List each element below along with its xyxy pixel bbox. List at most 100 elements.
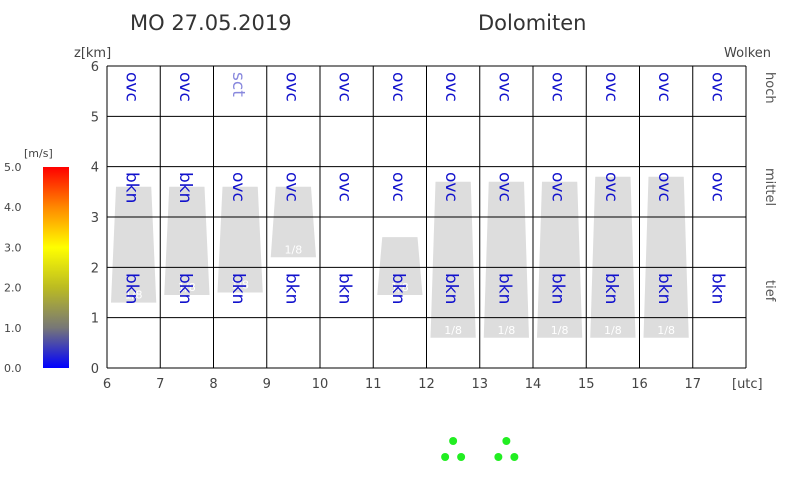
cloud-cover-label: bkn — [335, 273, 355, 304]
cloud-layer-shape — [111, 186, 157, 303]
x-tick-label: 9 — [263, 377, 271, 392]
y-tick-label: 0 — [91, 362, 99, 377]
cloud-cover-label: ovc — [228, 172, 248, 202]
right-axis-label: Wolken — [724, 46, 771, 61]
colorbar-tick-label: 4.0 — [4, 201, 22, 214]
cloud-cover-label: sct — [228, 72, 248, 97]
y-tick-label: 5 — [91, 110, 99, 125]
x-axis-unit-label: [utc] — [732, 377, 763, 392]
cloud-cover-label: bkn — [601, 273, 621, 304]
cloud-cover-label: ovc — [441, 172, 461, 202]
colorbar-tick-label: 1.0 — [4, 322, 22, 335]
rain-dot — [449, 437, 458, 445]
y-tick-label: 2 — [91, 261, 99, 276]
colorbar-tick-labels: 0.0 1.0 2.0 3.0 4.0 5.0 — [4, 161, 22, 375]
cloud-cover-label: bkn — [494, 273, 514, 304]
x-tick-label: 12 — [418, 377, 435, 392]
cloud-level-label: mittel — [762, 168, 777, 206]
cloud-cover-labels: ovc ovc sct ovc ovc ovc ovc ovc ovc ovc ovc ovc bkn b… — [122, 72, 728, 304]
cloud-cover-label: bkn — [122, 273, 142, 304]
cloud-cover-label: ovc — [388, 72, 408, 102]
colorbar-tick-label: 3.0 — [4, 241, 22, 254]
cloud-layer-fraction-label: 1/8 — [125, 289, 143, 302]
cloud-layer-fraction-label: 1/8 — [551, 324, 569, 337]
x-tick-label: 11 — [365, 377, 382, 392]
cloud-cover-label: bkn — [122, 172, 142, 203]
cloud-layer-fraction-label: 1/8 — [657, 324, 675, 337]
cloud-cover-label: ovc — [654, 172, 674, 202]
cloud-cover-label: ovc — [122, 72, 142, 102]
x-tick-label: 7 — [156, 377, 164, 392]
x-tick-label: 17 — [684, 377, 701, 392]
cloud-cover-label: ovc — [281, 72, 301, 102]
colorbar-tick-label: 5.0 — [4, 161, 22, 174]
cloud-cover-label: ovc — [175, 72, 195, 102]
cloud-cover-label: ovc — [707, 172, 727, 202]
cloud-cover-label: bkn — [441, 273, 461, 304]
rain-dot — [510, 453, 519, 461]
cloud-cover-label: ovc — [335, 172, 355, 202]
cloud-cover-label: bkn — [175, 273, 195, 304]
cloud-cover-label: ovc — [548, 172, 568, 202]
cloud-layer-fraction-label: 1/8 — [285, 243, 303, 256]
y-tick-labels: 0 1 2 3 4 5 6 — [91, 60, 99, 377]
cloud-cover-label: bkn — [175, 172, 195, 203]
cloud-cover-label: ovc — [494, 72, 514, 102]
cloud-cover-label: ovc — [388, 172, 408, 202]
cloud-layer-fraction-label: 1/8 — [391, 281, 409, 294]
cloud-layer-shape — [270, 186, 316, 258]
cloud-cover-label: ovc — [548, 72, 568, 102]
y-tick-label: 4 — [91, 161, 99, 176]
cloud-cover-label: ovc — [494, 172, 514, 202]
cloud-layer-fraction-label: 1/8 — [178, 281, 196, 294]
cloud-cover-label: ovc — [601, 72, 621, 102]
y-tick-label: 6 — [91, 60, 99, 75]
colorbar-tick-label: 2.0 — [4, 282, 22, 295]
rain-dot — [441, 453, 450, 461]
y-tick-label: 1 — [91, 312, 99, 327]
cloud-cover-label: ovc — [654, 72, 674, 102]
x-tick-label: 10 — [312, 377, 329, 392]
cloud-layer-fraction-label: 1/8 — [444, 324, 462, 337]
rain-dot — [457, 453, 466, 461]
cloud-cover-label: bkn — [654, 273, 674, 304]
rain-dot — [502, 437, 511, 445]
rain-showers-icon — [441, 437, 466, 461]
colorbar-unit-label: [m/s] — [24, 147, 53, 160]
cloud-cover-label: ovc — [601, 172, 621, 202]
cloud-layer-shape — [537, 181, 583, 338]
cloud-layer-shape — [164, 186, 210, 296]
rain-showers-icon — [494, 437, 519, 461]
x-tick-label: 13 — [471, 377, 488, 392]
cloud-cover-label: ovc — [707, 72, 727, 102]
location-title: Dolomiten — [478, 11, 586, 35]
cloud-cover-label: bkn — [281, 273, 301, 304]
cloud-layer-fraction-label: 1/8 — [498, 324, 516, 337]
cloud-cover-label: bkn — [548, 273, 568, 304]
cloud-level-label: hoch — [762, 72, 777, 104]
precipitation-symbols — [441, 437, 519, 461]
cloud-cover-label: bkn — [228, 273, 248, 304]
wind-colorbar — [43, 167, 69, 368]
x-tick-labels: 6 7 8 9 10 11 12 13 14 15 16 17 — [103, 377, 701, 392]
x-tick-label: 14 — [525, 377, 542, 392]
y-tick-label: 3 — [91, 211, 99, 226]
cloud-cover-label: bkn — [388, 273, 408, 304]
x-tick-label: 16 — [631, 377, 648, 392]
x-tick-label: 6 — [103, 377, 111, 392]
x-tick-label: 15 — [578, 377, 595, 392]
colorbar-tick-label: 0.0 — [4, 362, 22, 375]
cloud-layer-fraction-label: 1/8 — [604, 324, 622, 337]
cloud-cover-label: ovc — [335, 72, 355, 102]
cloud-cover-label: ovc — [281, 172, 301, 202]
cloud-level-labels: hoch mittel tief — [762, 72, 777, 302]
x-tick-label: 8 — [209, 377, 217, 392]
cloud-layer-shape — [377, 237, 423, 296]
chart-grid — [106, 65, 747, 369]
cloud-layer-shape — [217, 186, 263, 293]
cloud-cover-label: ovc — [441, 72, 461, 102]
y-axis-label: z[km] — [74, 46, 111, 61]
date-title: MO 27.05.2019 — [130, 11, 292, 35]
cloud-layer-shape — [483, 181, 529, 338]
